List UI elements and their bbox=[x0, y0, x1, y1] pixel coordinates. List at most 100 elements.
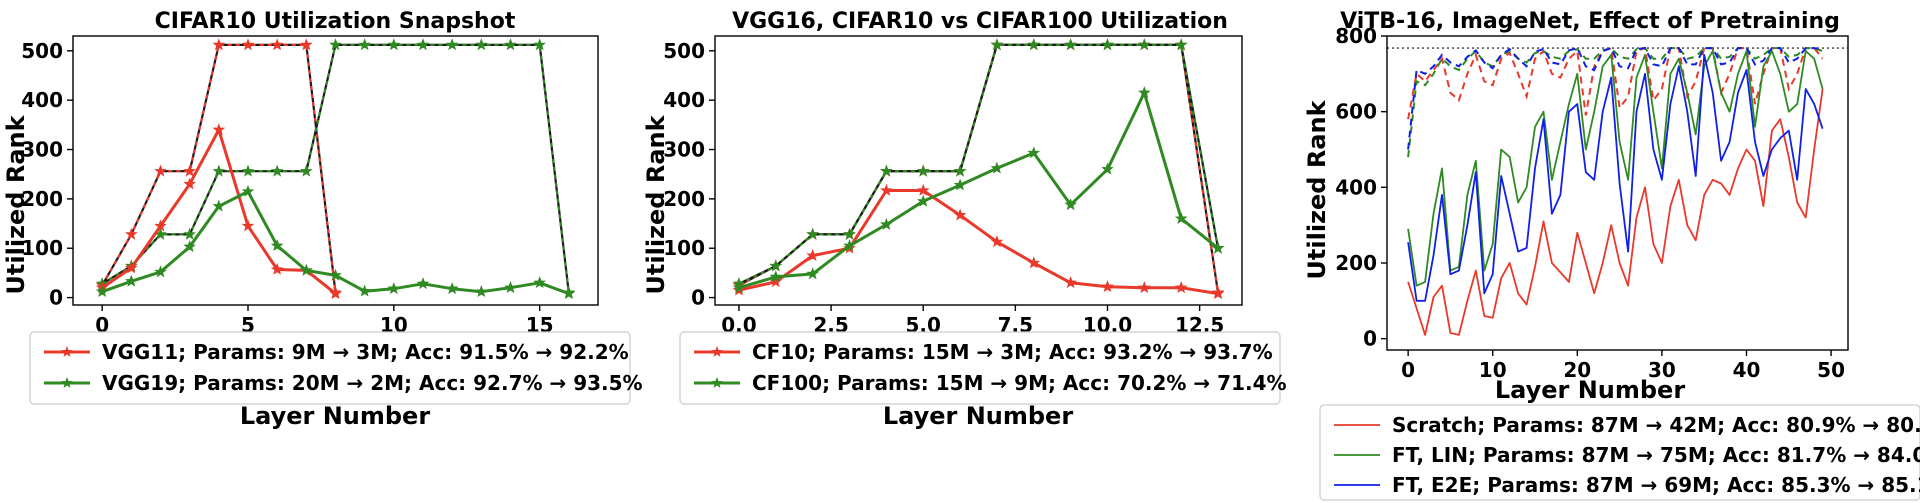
series-line-vgg11-max bbox=[101, 43, 337, 293]
series-line-ft-lin bbox=[1407, 50, 1824, 287]
data-point-vgg11-max-5 bbox=[241, 38, 255, 51]
data-point-vgg19-max-13 bbox=[475, 38, 488, 51]
x-tick-label: 20 bbox=[1563, 358, 1591, 382]
legend: CF10; Params: 15M → 3M; Acc: 93.2% → 93.… bbox=[679, 331, 1287, 405]
legend-marker-green bbox=[711, 377, 723, 388]
data-point-cf10-rank-2 bbox=[806, 248, 819, 262]
data-point-vgg19-max-8 bbox=[329, 38, 342, 51]
data-point-vgg19-rank-8 bbox=[329, 268, 342, 281]
series-line-ft-e2e bbox=[1407, 54, 1824, 302]
data-point-cf100-rank-9 bbox=[1064, 198, 1077, 211]
data-point-vgg19-rank-6 bbox=[270, 239, 284, 252]
chart-title: VGG16, CIFAR10 vs CIFAR100 Utilization bbox=[732, 9, 1228, 34]
data-point-cf100-rank-7 bbox=[990, 161, 1004, 174]
y-tick-label: 200 bbox=[663, 187, 705, 211]
series-line-scratch bbox=[1407, 88, 1824, 336]
legend-label: CF10; Params: 15M → 3M; Acc: 93.2% → 93.… bbox=[752, 340, 1273, 364]
data-point-vgg19-max-6 bbox=[270, 164, 284, 177]
series-line-ft-e2e-max bbox=[1407, 46, 1823, 150]
data-point-vgg19-rank-5 bbox=[241, 184, 255, 197]
panel-vitb16-imagenet-pretraining: ViTB-16, ImageNet, Effect of Pretraining… bbox=[1303, 9, 1920, 501]
data-point-vgg11-rank-6 bbox=[270, 262, 284, 275]
data-point-cf100-max-7 bbox=[990, 38, 1004, 51]
y-tick-label: 300 bbox=[663, 138, 705, 162]
data-point-cf100-max-6 bbox=[953, 164, 967, 177]
x-tick-label: 40 bbox=[1733, 358, 1761, 382]
data-point-vgg11-max-6 bbox=[270, 38, 284, 51]
data-point-cf10-rank-13 bbox=[1211, 286, 1225, 300]
data-point-vgg11-rank-3 bbox=[183, 177, 196, 190]
legend-box bbox=[679, 331, 1281, 405]
data-point-cf100-max-12 bbox=[1174, 38, 1188, 51]
data-point-vgg19-max-7 bbox=[300, 164, 313, 177]
y-tick-label: 0 bbox=[1363, 327, 1377, 351]
data-point-cf10-rank-8 bbox=[1027, 256, 1041, 269]
data-point-vgg19-rank-9 bbox=[358, 284, 371, 297]
legend-label: FT, E2E; Params: 87M → 69M; Acc: 85.3% →… bbox=[1392, 473, 1920, 497]
y-tick-label: 600 bbox=[1335, 100, 1377, 124]
data-point-cf10-rank-9 bbox=[1064, 276, 1077, 289]
legend-marker-red bbox=[61, 346, 73, 357]
data-point-vgg19-max-14 bbox=[504, 38, 517, 51]
panel-cifar10-snapshot: CIFAR10 Utilization Snapshot Layer Numbe… bbox=[2, 9, 643, 430]
x-axis-label: Layer Number bbox=[883, 402, 1074, 430]
data-point-vgg19-rank-0 bbox=[95, 285, 109, 298]
data-point-vgg19-rank-14 bbox=[504, 281, 517, 294]
y-tick-label: 200 bbox=[1335, 251, 1377, 275]
y-tick-label: 300 bbox=[21, 138, 63, 162]
data-point-vgg11-rank-5 bbox=[241, 219, 255, 232]
data-point-vgg11-rank-8 bbox=[329, 286, 342, 300]
data-point-cf10-rank-6 bbox=[953, 208, 967, 221]
y-axis-label: Utilized Rank bbox=[642, 114, 670, 294]
data-point-vgg19-rank-7 bbox=[300, 263, 313, 276]
y-tick-label: 400 bbox=[1335, 175, 1377, 199]
legend-label: VGG11; Params: 9M → 3M; Acc: 91.5% → 92.… bbox=[102, 340, 629, 364]
y-tick-label: 500 bbox=[21, 39, 63, 63]
data-point-vgg19-max-10 bbox=[387, 38, 401, 51]
data-point-cf10-rank-4 bbox=[880, 183, 893, 196]
data-point-vgg19-rank-1 bbox=[125, 274, 138, 287]
legend-label: CF100; Params: 15M → 9M; Acc: 70.2% → 71… bbox=[752, 371, 1287, 395]
data-point-vgg11-max-4 bbox=[212, 38, 226, 51]
y-tick-label: 400 bbox=[663, 88, 705, 112]
data-point-cf100-max-3 bbox=[843, 227, 856, 240]
x-tick-label: 5 bbox=[241, 313, 255, 337]
data-point-cf10-rank-11 bbox=[1137, 281, 1151, 294]
y-tick-label: 400 bbox=[21, 88, 63, 112]
series-line-cf10-rank bbox=[738, 189, 1219, 296]
data-point-cf100-max-2 bbox=[806, 227, 819, 240]
y-axis-label: Utilized Rank bbox=[2, 114, 30, 294]
data-point-vgg19-rank-11 bbox=[416, 277, 430, 290]
data-point-cf100-max-5 bbox=[916, 164, 930, 177]
y-tick-label: 100 bbox=[21, 236, 63, 260]
series-line-cf100-rank bbox=[738, 91, 1219, 290]
axes-frame bbox=[72, 35, 599, 306]
data-point-vgg11-rank-2 bbox=[154, 219, 167, 232]
legend-marker-red bbox=[711, 346, 723, 357]
data-point-vgg11-rank-4 bbox=[212, 123, 226, 136]
chart-title: CIFAR10 Utilization Snapshot bbox=[155, 9, 516, 34]
data-point-vgg11-max-3 bbox=[183, 164, 196, 177]
x-axis-label: Layer Number bbox=[1495, 376, 1686, 404]
data-point-cf100-max-4 bbox=[880, 164, 893, 177]
data-point-vgg11-max-1 bbox=[125, 227, 138, 240]
x-tick-label: 0 bbox=[95, 313, 109, 337]
data-point-vgg19-max-12 bbox=[445, 38, 459, 51]
data-point-vgg19-max-15 bbox=[533, 38, 546, 51]
series-line-cf100-max bbox=[738, 43, 1220, 285]
data-point-cf100-max-10 bbox=[1101, 38, 1114, 51]
legend: VGG11; Params: 9M → 3M; Acc: 91.5% → 92.… bbox=[29, 331, 643, 405]
data-point-cf100-rank-10 bbox=[1101, 162, 1114, 175]
y-tick-label: 0 bbox=[691, 286, 705, 310]
legend-label: Scratch; Params: 87M → 42M; Acc: 80.9% →… bbox=[1392, 413, 1920, 437]
data-point-cf100-rank-8 bbox=[1027, 146, 1041, 159]
data-point-cf100-rank-12 bbox=[1174, 211, 1188, 225]
y-tick-label: 100 bbox=[663, 236, 705, 260]
legend-label: VGG19; Params: 20M → 2M; Acc: 92.7% → 93… bbox=[102, 371, 643, 395]
series-line-vgg19-max bbox=[101, 43, 570, 293]
y-tick-label: 800 bbox=[1335, 24, 1377, 48]
data-point-vgg11-rank-1 bbox=[125, 261, 138, 274]
data-point-cf100-rank-3 bbox=[843, 239, 856, 252]
data-point-cf10-rank-1 bbox=[769, 275, 783, 288]
